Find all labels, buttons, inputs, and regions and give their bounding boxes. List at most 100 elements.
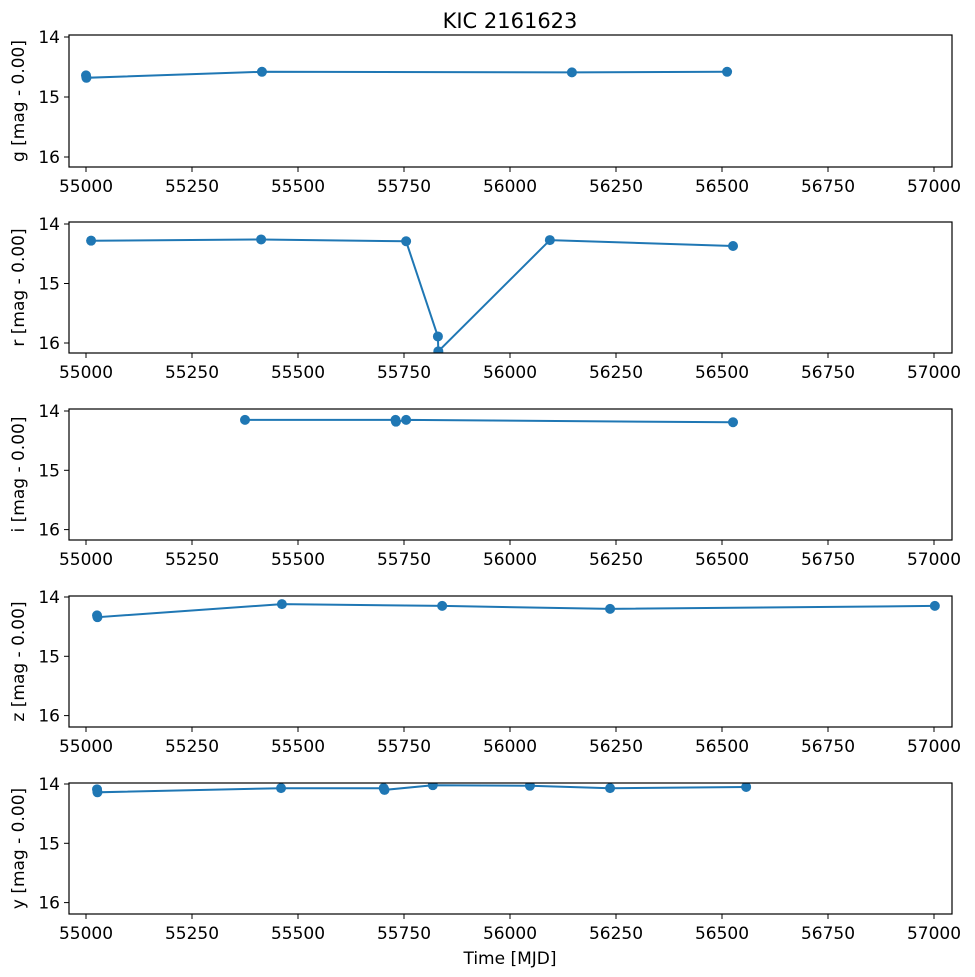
data-point-marker (86, 235, 97, 246)
axes-frame (68, 34, 953, 168)
data-point-marker (92, 612, 103, 623)
x-tick-label: 56500 (695, 363, 749, 383)
x-tick-label: 56250 (589, 177, 643, 197)
x-tick-label: 55750 (377, 177, 431, 197)
data-point-marker (256, 234, 267, 245)
series-line (245, 418, 734, 424)
x-tick-label: 56250 (589, 550, 643, 570)
y-axis-label-i: i [mag - 0.00] (9, 417, 29, 533)
y-tick-label: 15 (38, 88, 60, 108)
data-point-marker (929, 600, 940, 611)
series-g (81, 66, 733, 83)
x-tick-label: 56750 (801, 550, 855, 570)
panels-container: 55000 55250 55500 55750 56000 56250 56500 56750… (9, 28, 961, 944)
x-tick-label: 55750 (377, 550, 431, 570)
x-tick-label: 55250 (165, 550, 219, 570)
data-point-marker (524, 783, 535, 791)
data-point-marker (240, 414, 250, 425)
x-tick-label: 56500 (695, 737, 749, 757)
x-tick-label: 55250 (165, 363, 219, 383)
y-axis-label-r: r [mag - 0.00] (9, 228, 29, 346)
data-point-marker (433, 346, 444, 353)
x-tick-label: 55000 (59, 924, 113, 944)
series-line (85, 70, 728, 79)
x-tick-label: 56000 (483, 737, 537, 757)
y-tick-label: 16 (38, 334, 60, 354)
series-i (240, 414, 739, 428)
x-tick-label: 55500 (271, 924, 325, 944)
y-tick-label: 16 (38, 521, 60, 541)
y-tick-label: 15 (38, 647, 60, 667)
series-r (86, 234, 739, 353)
data-point-marker (432, 331, 443, 342)
x-tick-label: 55000 (59, 363, 113, 383)
x-tick-label: 56000 (483, 363, 537, 383)
x-tick-label: 55500 (271, 363, 325, 383)
y-tick-label: 14 (38, 402, 60, 422)
data-point-marker (566, 67, 577, 78)
data-point-marker (401, 414, 412, 425)
panel-r: 55000 55250 55500 55750 56000 56250 56500 56750… (9, 215, 961, 383)
y-tick-label: 16 (38, 894, 60, 914)
data-point-marker (722, 66, 733, 77)
x-tick-label: 56750 (801, 737, 855, 757)
x-tick-label: 55250 (165, 177, 219, 197)
x-tick-label: 56250 (589, 924, 643, 944)
data-point-marker (276, 599, 287, 610)
x-tick-label: 56000 (483, 550, 537, 570)
x-tick-label: 56750 (801, 924, 855, 944)
panel-g: 55000 55250 55500 55750 56000 56250 56500 56750… (9, 28, 961, 197)
x-tick-label: 55250 (165, 737, 219, 757)
x-tick-label: 55500 (271, 737, 325, 757)
y-tick-label: 16 (38, 707, 60, 727)
y-tick-label: 16 (38, 148, 60, 168)
x-tick-label: 55500 (271, 177, 325, 197)
series-line (96, 784, 747, 794)
data-point-marker (544, 235, 555, 246)
axes-frame (68, 408, 953, 541)
y-tick-label: 15 (38, 834, 60, 854)
x-tick-label: 56250 (589, 737, 643, 757)
x-tick-label: 57000 (907, 737, 961, 757)
x-tick-label: 55250 (165, 924, 219, 944)
axes-frame (68, 221, 953, 354)
x-tick-label: 57000 (907, 924, 961, 944)
data-point-marker (379, 784, 390, 795)
x-tick-label: 56250 (589, 363, 643, 383)
x-tick-label: 55750 (377, 363, 431, 383)
series-z (92, 599, 940, 623)
x-tick-label: 56750 (801, 177, 855, 197)
data-point-marker (92, 787, 103, 798)
y-tick-label: 14 (38, 215, 60, 235)
x-tick-label: 55500 (271, 550, 325, 570)
data-point-marker (728, 417, 739, 428)
data-point-marker (81, 72, 92, 83)
x-tick-label: 55000 (59, 737, 113, 757)
axes-frame (68, 595, 953, 728)
x-tick-label: 56750 (801, 363, 855, 383)
panel-y: 55000 55250 55500 55750 56000 56250 56500 56750… (9, 775, 961, 944)
data-point-marker (390, 416, 401, 427)
data-point-marker (256, 66, 267, 77)
x-tick-label: 56000 (483, 924, 537, 944)
panel-i: 55000 55250 55500 55750 56000 56250 56500 56750… (9, 402, 961, 570)
data-point-marker (401, 236, 412, 247)
x-axis-label: Time [MJD] (462, 949, 556, 969)
x-tick-label: 56000 (483, 177, 537, 197)
data-point-marker (276, 783, 287, 794)
data-point-marker (728, 241, 739, 252)
x-tick-label: 57000 (907, 363, 961, 383)
x-tick-label: 56500 (695, 550, 749, 570)
y-axis-label-y: y [mag - 0.00] (9, 788, 29, 909)
x-tick-label: 57000 (907, 177, 961, 197)
x-tick-label: 55750 (377, 924, 431, 944)
y-tick-label: 15 (38, 461, 60, 481)
y-axis-label-g: g [mag - 0.00] (9, 40, 29, 162)
x-tick-label: 56500 (695, 924, 749, 944)
data-point-marker (605, 603, 616, 614)
panel-z: 55000 55250 55500 55750 56000 56250 56500 56750… (9, 588, 961, 757)
data-point-marker (437, 600, 448, 611)
data-point-marker (605, 783, 616, 794)
x-tick-label: 55000 (59, 550, 113, 570)
